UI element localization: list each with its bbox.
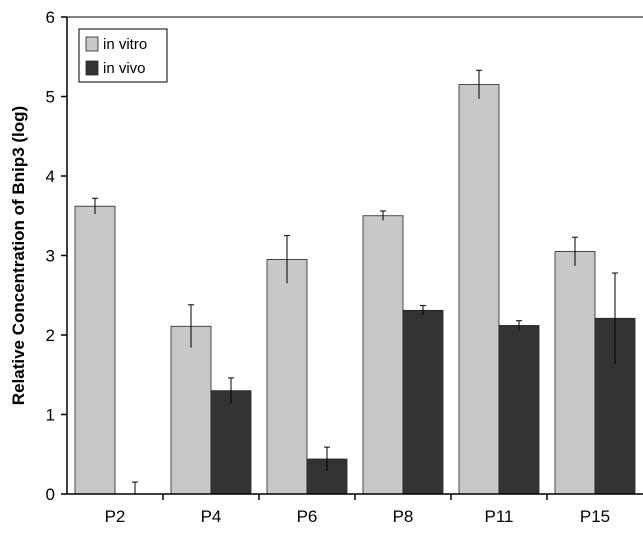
x-tick-label: P11 [485, 507, 514, 526]
legend: in vitro in vivo [78, 28, 168, 83]
bar-in-vitro [554, 251, 596, 495]
y-tick-label: 5 [46, 88, 55, 107]
y-tick-label: 0 [46, 485, 55, 504]
legend-swatch-in-vivo [85, 60, 99, 76]
bar-in-vitro [170, 325, 212, 495]
bar-in-vivo [402, 309, 444, 495]
y-axis-label: Relative Concentration of Bnip3 (log) [9, 106, 28, 405]
x-tick-label: P2 [105, 507, 126, 526]
bar-in-vivo [210, 390, 252, 495]
legend-label-in-vitro: in vitro [103, 36, 147, 53]
legend-swatch-in-vitro [85, 36, 99, 52]
x-tick-label: P6 [297, 507, 318, 526]
x-tick-label: P15 [580, 507, 610, 526]
y-tick-label: 2 [46, 326, 55, 345]
y-tick-label: 4 [46, 167, 55, 186]
legend-label-in-vivo: in vivo [103, 60, 146, 77]
error-bars [92, 69, 618, 494]
y-tick-label: 3 [46, 247, 55, 266]
y-tick-label: 6 [46, 8, 55, 27]
bar-in-vitro [266, 259, 308, 495]
bar-in-vivo [498, 325, 540, 495]
bar-in-vitro [74, 205, 116, 495]
bars [74, 84, 636, 495]
y-tick-label: 1 [46, 406, 55, 425]
x-tick-label: P8 [393, 507, 414, 526]
x-axis: P2 P4 P6 P8 P11 P15 [67, 493, 643, 526]
x-tick-label: P4 [201, 507, 222, 526]
bar-in-vitro [458, 84, 500, 495]
bar-in-vitro [362, 215, 404, 495]
y-axis: 0 1 2 3 4 5 6 [46, 8, 643, 504]
